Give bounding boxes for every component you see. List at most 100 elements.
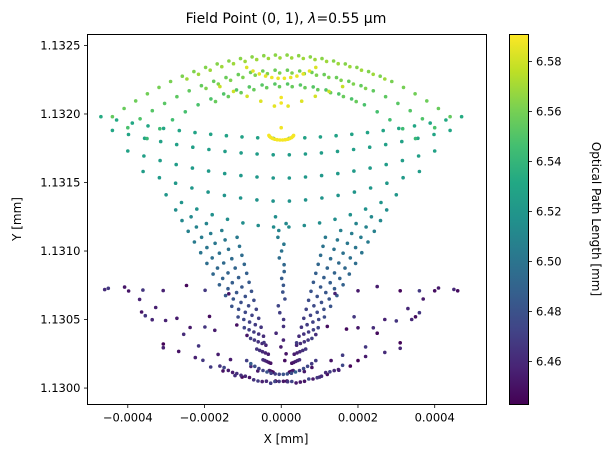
scatter-point bbox=[295, 74, 299, 78]
x-tick-label: −0.0004 bbox=[103, 411, 153, 425]
scatter-point bbox=[448, 128, 452, 133]
scatter-point bbox=[340, 363, 345, 368]
scatter-point bbox=[208, 231, 213, 236]
scatter-point bbox=[251, 378, 256, 382]
scatter-point bbox=[296, 53, 301, 58]
scatter-point bbox=[332, 247, 336, 252]
scatter-point bbox=[146, 124, 150, 128]
scatter-point bbox=[270, 75, 274, 80]
scatter-point bbox=[239, 300, 243, 305]
scatter-point bbox=[257, 366, 261, 371]
scatter-point bbox=[324, 59, 329, 64]
y-axis-ticks: 1.1300 1.1305 1.1310 1.1315 1.1320 1.1325 bbox=[40, 38, 88, 395]
scatter-point bbox=[306, 298, 311, 303]
scatter-point bbox=[249, 289, 254, 294]
scatter-point bbox=[379, 200, 383, 205]
scatter-point bbox=[332, 271, 337, 275]
scatter-point bbox=[252, 338, 257, 342]
scatter-point bbox=[273, 379, 277, 384]
scatter-point bbox=[325, 324, 330, 329]
scatter-point bbox=[398, 341, 403, 345]
scatter-point bbox=[247, 375, 252, 380]
scatter-point bbox=[217, 283, 222, 287]
scatter-point bbox=[311, 280, 316, 285]
scatter-point bbox=[231, 61, 236, 66]
scatter-point bbox=[371, 89, 376, 93]
scatter-point bbox=[352, 315, 356, 319]
scatter-point bbox=[257, 348, 262, 353]
scatter-point bbox=[102, 287, 107, 292]
colorbar-label: Optical Path Length [mm] bbox=[589, 142, 603, 296]
x-axis-ticks: −0.0004 −0.0002 0.0000 0.0002 0.0004 bbox=[103, 404, 455, 425]
scatter-point bbox=[210, 256, 214, 260]
scatter-point bbox=[164, 193, 168, 197]
scatter-point bbox=[208, 68, 212, 72]
scatter-point bbox=[417, 310, 422, 315]
scatter-point bbox=[334, 133, 338, 138]
scatter-point bbox=[281, 290, 285, 294]
scatter-point bbox=[305, 322, 309, 327]
scatter-point bbox=[276, 76, 280, 81]
scatter-point bbox=[150, 317, 154, 322]
scatter-point bbox=[245, 333, 249, 338]
scatter-point bbox=[223, 149, 227, 154]
scatter-point bbox=[285, 372, 290, 376]
scatter-point bbox=[301, 366, 306, 371]
scatter-point bbox=[287, 176, 292, 180]
scatter-point bbox=[299, 325, 304, 330]
scatter-point bbox=[301, 56, 306, 61]
scatter-point bbox=[278, 56, 282, 60]
scatter-point bbox=[222, 365, 226, 370]
scatter-point bbox=[217, 251, 222, 255]
scatter-point bbox=[307, 377, 311, 381]
scatter-point bbox=[324, 290, 328, 295]
scatter-point bbox=[348, 212, 353, 217]
scatter-point bbox=[378, 218, 383, 223]
y-tick-label: 1.1300 bbox=[40, 381, 80, 395]
scatter-point bbox=[273, 68, 277, 72]
scatter-point bbox=[287, 199, 292, 203]
scatter-point bbox=[359, 235, 363, 240]
scatter-point bbox=[384, 208, 389, 212]
scatter-point bbox=[378, 74, 383, 78]
scatter-point bbox=[315, 375, 320, 380]
scatter-point bbox=[337, 261, 341, 265]
scatter-point bbox=[196, 103, 200, 107]
scatter-point bbox=[345, 241, 350, 246]
scatter-point bbox=[390, 79, 394, 84]
scatter-point bbox=[307, 69, 312, 73]
scatter-point bbox=[244, 65, 249, 70]
scatter-point bbox=[428, 121, 433, 125]
scatter-point bbox=[323, 370, 328, 375]
scatter-point bbox=[413, 136, 418, 141]
scatter-point bbox=[173, 181, 178, 185]
scatter-point bbox=[256, 340, 261, 344]
scatter-point bbox=[309, 289, 313, 294]
colorbar-tick-label: 6.50 bbox=[536, 255, 562, 269]
scatter-point bbox=[375, 110, 380, 114]
scatter-point bbox=[265, 370, 269, 374]
scatter-point bbox=[297, 334, 301, 339]
colorbar-tick-label: 6.58 bbox=[536, 55, 562, 69]
scatter-point bbox=[347, 272, 352, 276]
scatter-point bbox=[161, 342, 166, 346]
scatter-point bbox=[226, 94, 231, 99]
scatter-point bbox=[273, 215, 278, 219]
scatter-point bbox=[130, 121, 135, 125]
scatter-point bbox=[349, 97, 354, 101]
scatter-point bbox=[249, 364, 253, 369]
scatter-point bbox=[353, 261, 358, 266]
scatter-point bbox=[282, 76, 287, 81]
scatter-point bbox=[221, 369, 225, 373]
scatter-point bbox=[298, 380, 303, 384]
scatter-point bbox=[295, 351, 299, 355]
scatter-point bbox=[236, 307, 241, 312]
scatter-point bbox=[259, 99, 263, 103]
colorbar bbox=[509, 34, 529, 405]
scatter-point bbox=[279, 249, 284, 253]
scatter-point bbox=[272, 104, 277, 108]
scatter-point bbox=[310, 336, 314, 341]
scatter-point bbox=[256, 316, 261, 321]
scatter-point bbox=[176, 349, 181, 354]
